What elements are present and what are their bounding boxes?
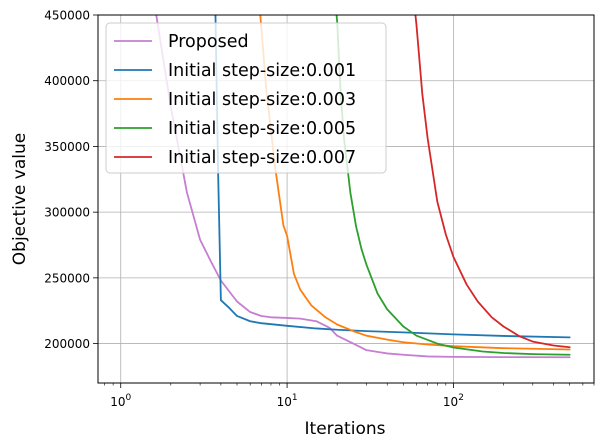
series-line-4 [414, 15, 571, 349]
y-tick-label: 400000 [44, 74, 90, 88]
y-tick-label: 350000 [44, 140, 90, 154]
x-axis-title: Iterations [305, 419, 386, 439]
legend-box [105, 22, 387, 174]
x-tick-label-exponent: 0 [126, 393, 132, 403]
legend: Proposed Initial step-size:0.001 Initial s… [105, 22, 387, 174]
legend-label: Initial step-size:0.001 [168, 61, 356, 81]
legend-label: Initial step-size:0.003 [168, 90, 356, 110]
y-tick-label: 200000 [44, 337, 90, 351]
series-line-1 [214, 15, 571, 339]
y-tick-label: 300000 [44, 206, 90, 220]
plot-frame [97, 14, 595, 384]
x-tick-label: 101 [277, 393, 298, 409]
x-tick-label: 102 [443, 393, 464, 409]
x-tick-label: 100 [110, 393, 131, 409]
x-tick-label-base: 10 [110, 395, 125, 409]
series-line-0 [155, 15, 571, 359]
x-tick-label-exponent: 1 [292, 393, 298, 403]
axis-ticks: 100 101 1022000002500003000003500004000004… [44, 9, 595, 409]
x-tick-label-exponent: 2 [458, 393, 464, 403]
legend-label: Initial step-size:0.007 [168, 148, 356, 168]
legend-label: Initial step-size:0.005 [168, 119, 356, 139]
x-tick-label-base: 10 [443, 395, 458, 409]
y-axis-title: Objective value [10, 133, 30, 265]
x-tick-label-base: 10 [277, 395, 292, 409]
series-line-2 [259, 15, 571, 351]
y-tick-label: 450000 [44, 9, 90, 23]
y-tick-label: 250000 [44, 271, 90, 285]
legend-label: Proposed [168, 32, 249, 52]
